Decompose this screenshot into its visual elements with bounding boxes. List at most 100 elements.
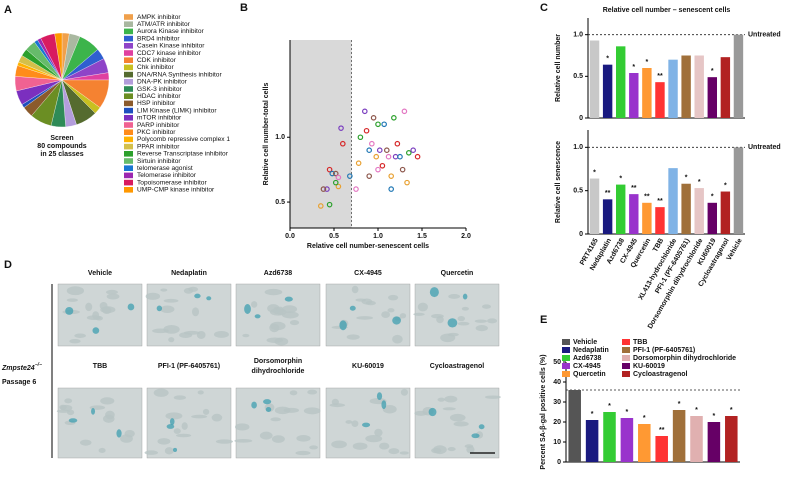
point bbox=[363, 127, 370, 134]
legend-swatch bbox=[124, 122, 133, 128]
significance-mark: ** bbox=[657, 198, 663, 205]
bar bbox=[681, 183, 691, 234]
y-tick-label: 30 bbox=[553, 399, 561, 406]
legend-swatch bbox=[124, 50, 133, 56]
cell bbox=[106, 293, 120, 300]
point bbox=[361, 108, 368, 115]
point bbox=[357, 134, 364, 141]
stained-cell bbox=[127, 303, 135, 311]
stained-cell bbox=[381, 400, 387, 410]
cell bbox=[487, 318, 498, 324]
legend-swatch bbox=[124, 179, 133, 186]
stained-cell bbox=[172, 447, 178, 452]
legend-swatch bbox=[124, 100, 133, 107]
legend-swatch bbox=[124, 14, 133, 20]
cell bbox=[270, 321, 286, 331]
genotype: Zmpste24 bbox=[1, 365, 35, 372]
legend-swatch bbox=[622, 339, 630, 345]
cell bbox=[414, 410, 428, 416]
legend-swatch bbox=[124, 71, 133, 78]
panel-label: E bbox=[540, 314, 547, 326]
stained-cell bbox=[462, 293, 468, 300]
cell bbox=[431, 314, 444, 319]
cell bbox=[449, 413, 466, 422]
bar bbox=[655, 82, 665, 118]
cell bbox=[145, 292, 161, 300]
point bbox=[326, 166, 333, 173]
y-axis-label: Percent SA-β-gal positive cells (%) bbox=[540, 354, 547, 469]
cell bbox=[461, 306, 469, 311]
legend-label: CDC7 kinase inhibitor bbox=[137, 50, 202, 57]
cell bbox=[234, 438, 253, 443]
point bbox=[379, 162, 386, 169]
cell bbox=[352, 442, 368, 450]
point bbox=[375, 121, 381, 128]
legend-label: Sirtuin inhibitor bbox=[137, 158, 181, 165]
genotype-label: Zmpste24−/− bbox=[1, 362, 42, 372]
legend-label: Reverse Transcriptase inhibitor bbox=[137, 151, 229, 158]
point bbox=[375, 166, 381, 173]
point bbox=[383, 147, 390, 154]
cell bbox=[351, 285, 359, 294]
cell bbox=[64, 398, 73, 404]
cell bbox=[157, 438, 171, 445]
cell bbox=[211, 413, 223, 422]
image-label: PFI-1 (PF-6405761) bbox=[158, 363, 220, 370]
cell bbox=[296, 435, 311, 442]
bar bbox=[694, 55, 704, 118]
legend-label: ATM/ATR inhibitor bbox=[137, 21, 191, 28]
cell bbox=[164, 447, 174, 455]
legend-label: KU-60019 bbox=[633, 363, 665, 370]
cell bbox=[173, 428, 181, 434]
cell bbox=[346, 334, 360, 340]
cell bbox=[309, 445, 318, 450]
micrograph bbox=[146, 387, 232, 459]
cell bbox=[413, 312, 425, 316]
stained-cell bbox=[169, 418, 175, 426]
legend-label: CX-4945 bbox=[573, 363, 601, 370]
image-label: Azd6738 bbox=[264, 270, 293, 277]
image-label: Quercetin bbox=[441, 270, 474, 277]
cell bbox=[482, 304, 491, 309]
stained-cell bbox=[263, 399, 272, 405]
cell bbox=[399, 451, 409, 455]
point bbox=[329, 170, 336, 177]
cell bbox=[271, 435, 285, 443]
x-tick-label: 0.0 bbox=[285, 233, 295, 240]
significance-mark: * bbox=[626, 409, 629, 416]
stained-cell bbox=[349, 305, 356, 311]
cell bbox=[457, 321, 470, 326]
point bbox=[376, 147, 383, 154]
cell bbox=[173, 395, 187, 400]
cell bbox=[365, 300, 376, 306]
legend-swatch bbox=[124, 21, 133, 27]
legend-swatch bbox=[124, 28, 133, 35]
legend-label: Vehicle bbox=[573, 339, 597, 346]
legend-swatch bbox=[124, 165, 133, 171]
y-tick-label: 0.5 bbox=[573, 73, 583, 80]
panel-label: D bbox=[4, 259, 12, 271]
legend-swatch bbox=[124, 93, 133, 99]
bar bbox=[642, 202, 652, 234]
significance-mark: ** bbox=[631, 185, 637, 192]
legend-swatch bbox=[562, 363, 570, 369]
legend-label: Casein Kinase inhibitor bbox=[137, 43, 205, 50]
genotype-superscript: −/− bbox=[35, 362, 42, 368]
legend-swatch bbox=[124, 79, 133, 85]
legend-swatch bbox=[124, 35, 133, 42]
cell bbox=[165, 412, 183, 420]
cell bbox=[379, 442, 390, 450]
cell bbox=[466, 445, 475, 454]
bar bbox=[602, 199, 613, 234]
legend-label: LIM Kinase (LIMK) inhibitor bbox=[137, 107, 217, 114]
cell bbox=[444, 395, 458, 403]
legend-label: telomerase agonist bbox=[137, 165, 193, 172]
bar bbox=[707, 77, 718, 118]
cell bbox=[79, 439, 92, 446]
y-tick-label: 0 bbox=[557, 459, 561, 466]
cell bbox=[365, 434, 383, 443]
point bbox=[324, 186, 330, 192]
bar bbox=[603, 412, 616, 462]
point bbox=[339, 140, 346, 147]
cell bbox=[250, 301, 258, 308]
